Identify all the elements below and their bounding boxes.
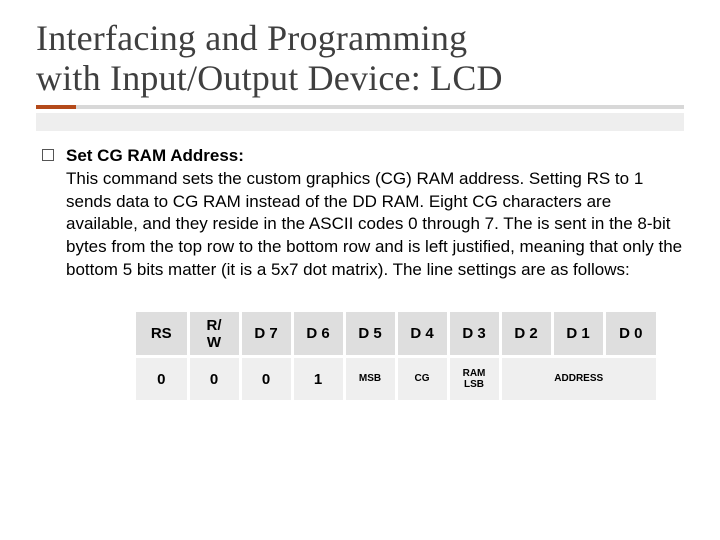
th-rs: RS: [136, 312, 188, 356]
td-address: ADDRESS: [500, 356, 656, 400]
th-d4: D 4: [396, 312, 448, 356]
accent-bar: [36, 105, 684, 109]
th-d7: D 7: [240, 312, 292, 356]
td-d7: 0: [240, 356, 292, 400]
td-d5: MSB: [344, 356, 396, 400]
td-d3: RAM LSB: [448, 356, 500, 400]
th-d5: D 5: [344, 312, 396, 356]
body-text: Set CG RAM Address: This command sets th…: [66, 145, 684, 283]
td-d6: 1: [292, 356, 344, 400]
th-d3: D 3: [448, 312, 500, 356]
td-d4: CG: [396, 356, 448, 400]
bullet-icon: [42, 149, 54, 161]
data-row: 0 0 0 1 MSB CG RAM LSB ADDRESS: [136, 356, 656, 400]
header-row: RS R/ W D 7 D 6 D 5 D 4 D 3 D 2 D 1 D 0: [136, 312, 656, 356]
title-line-2: with Input/Output Device: LCD: [36, 58, 503, 98]
th-d0: D 0: [604, 312, 656, 356]
table-head: RS R/ W D 7 D 6 D 5 D 4 D 3 D 2 D 1 D 0: [136, 312, 656, 356]
accent-right: [76, 105, 684, 109]
body-paragraph: This command sets the custom graphics (C…: [66, 169, 682, 280]
td-rw: 0: [188, 356, 240, 400]
slide: Interfacing and Programming with Input/O…: [0, 0, 720, 540]
th-d1: D 1: [552, 312, 604, 356]
th-rw: R/ W: [188, 312, 240, 356]
accent-left: [36, 105, 76, 109]
th-d2: D 2: [500, 312, 552, 356]
body-row: Set CG RAM Address: This command sets th…: [36, 145, 684, 283]
command-table: RS R/ W D 7 D 6 D 5 D 4 D 3 D 2 D 1 D 0 …: [136, 312, 656, 400]
title-line-1: Interfacing and Programming: [36, 18, 467, 58]
slide-title: Interfacing and Programming with Input/O…: [36, 18, 684, 99]
td-rs: 0: [136, 356, 188, 400]
th-d6: D 6: [292, 312, 344, 356]
body-lead: Set CG RAM Address:: [66, 146, 244, 165]
table-body: 0 0 0 1 MSB CG RAM LSB ADDRESS: [136, 356, 656, 400]
gray-strip: [36, 113, 684, 131]
table: RS R/ W D 7 D 6 D 5 D 4 D 3 D 2 D 1 D 0 …: [136, 312, 656, 400]
